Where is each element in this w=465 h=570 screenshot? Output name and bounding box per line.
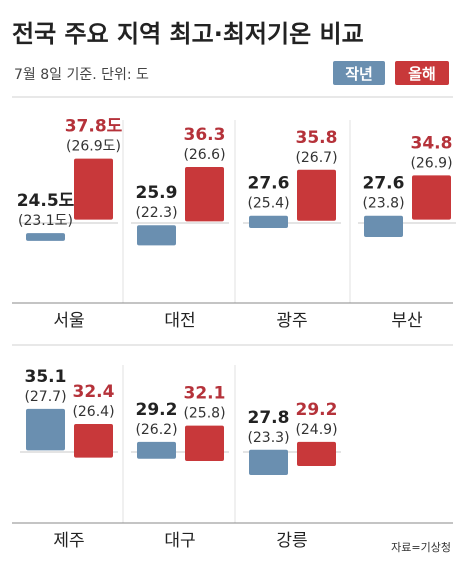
min-label-last-year-부산: (23.8) [362, 196, 404, 212]
max-label-last-year-제주: 35.1 [25, 367, 67, 387]
min-label-last-year-서울: (23.1도) [18, 213, 73, 229]
max-label-last-year-대전: 25.9 [136, 183, 178, 203]
chart-subtitle: 7월 8일 기준. 단위: 도 [14, 67, 149, 83]
bar-this-year-부산 [412, 175, 451, 220]
chart-title: 전국 주요 지역 최고·최저기온 비교 [12, 20, 364, 48]
legend-swatch-this-year [395, 61, 449, 85]
bar-last-year-대구 [137, 441, 176, 459]
min-label-last-year-광주: (25.4) [247, 196, 289, 212]
bar-last-year-대전 [137, 225, 176, 246]
max-label-last-year-서울: 24.5도 [17, 191, 75, 211]
city-label-서울: 서울 [53, 311, 84, 331]
chart-marks: 24.5도 (23.1도) 37.8도 (26.9도) 서울 25.9 (22.3) 36.3… [12, 117, 456, 551]
max-label-last-year-강릉: 27.8 [248, 408, 290, 428]
max-label-this-year-부산: 34.8 [411, 133, 453, 153]
min-label-this-year-서울: (26.9도) [66, 139, 121, 155]
legend-swatch-last-year [333, 61, 385, 85]
max-label-last-year-부산: 27.6 [363, 174, 405, 194]
max-label-this-year-대전: 36.3 [184, 125, 226, 145]
bar-last-year-서울 [26, 233, 65, 241]
max-label-this-year-대구: 32.1 [184, 384, 226, 404]
bar-last-year-광주 [249, 215, 288, 229]
max-label-this-year-제주: 32.4 [73, 382, 115, 402]
legend-label-last-year: 작년 [345, 65, 373, 83]
min-label-last-year-제주: (27.7) [24, 389, 66, 405]
min-label-this-year-대구: (25.8) [183, 406, 225, 422]
max-label-last-year-대구: 29.2 [136, 400, 178, 420]
max-label-this-year-강릉: 29.2 [296, 400, 338, 420]
bar-this-year-대전 [185, 167, 224, 222]
min-label-this-year-부산: (26.9) [410, 155, 452, 171]
bar-this-year-제주 [74, 424, 113, 458]
max-label-this-year-광주: 35.8 [296, 128, 338, 148]
bar-last-year-강릉 [249, 449, 288, 475]
city-label-대구: 대구 [164, 531, 195, 551]
min-label-last-year-대구: (26.2) [135, 422, 177, 438]
bar-this-year-강릉 [297, 441, 336, 466]
min-label-last-year-대전: (22.3) [135, 205, 177, 221]
min-label-this-year-광주: (26.7) [295, 150, 337, 166]
min-label-this-year-강릉: (24.9) [295, 422, 337, 438]
legend: 작년 올해 [333, 61, 449, 85]
bar-last-year-제주 [26, 408, 65, 451]
legend-label-this-year: 올해 [408, 65, 436, 83]
city-label-강릉: 강릉 [276, 531, 307, 551]
source-label: 자료=기상청 [391, 541, 451, 554]
bar-this-year-광주 [297, 169, 336, 221]
min-label-this-year-대전: (26.6) [183, 147, 225, 163]
min-label-last-year-강릉: (23.3) [247, 430, 289, 446]
max-label-this-year-서울: 37.8도 [65, 117, 123, 137]
bar-last-year-부산 [364, 215, 403, 237]
city-label-대전: 대전 [164, 311, 195, 331]
min-label-this-year-제주: (26.4) [72, 404, 114, 420]
bar-this-year-대구 [185, 425, 224, 461]
city-label-부산: 부산 [391, 311, 423, 331]
max-label-last-year-광주: 27.6 [248, 174, 290, 194]
city-label-광주: 광주 [276, 311, 307, 331]
city-label-제주: 제주 [53, 531, 84, 551]
bar-this-year-서울 [74, 158, 113, 220]
